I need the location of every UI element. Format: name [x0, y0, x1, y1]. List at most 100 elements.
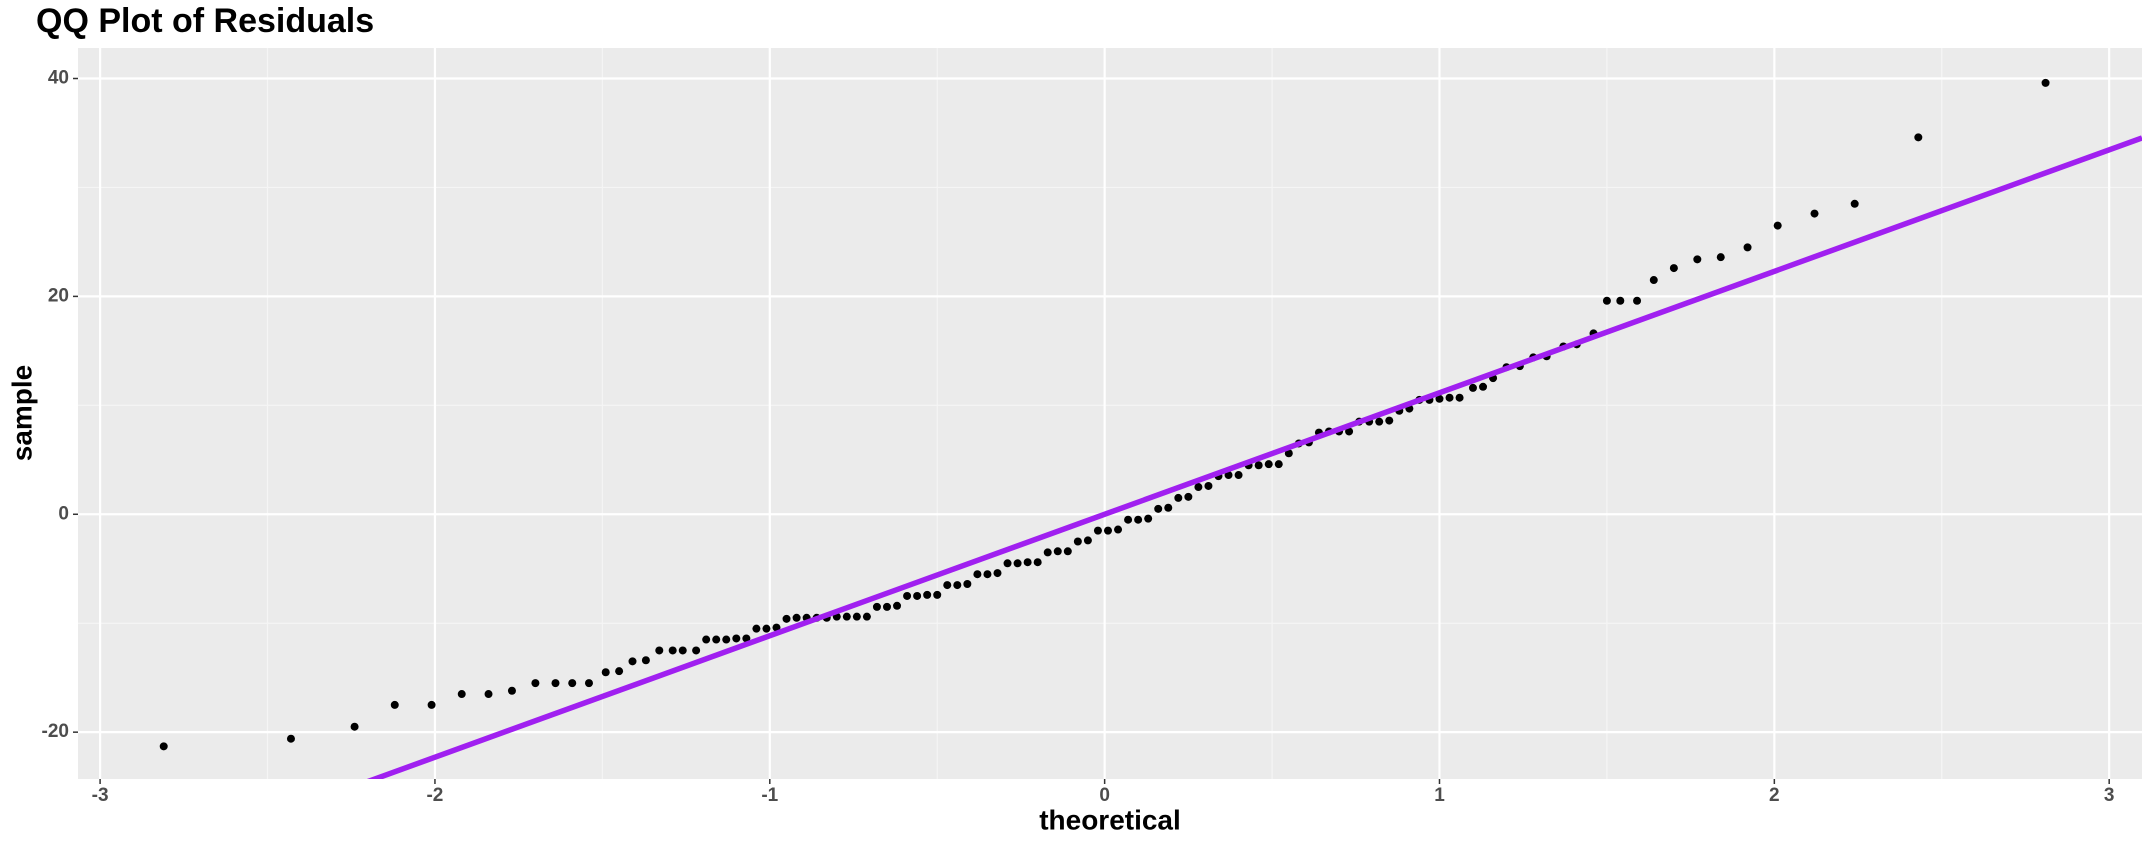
- point: [1649, 276, 1658, 285]
- point: [1103, 526, 1112, 535]
- point: [390, 700, 399, 709]
- point: [692, 646, 701, 655]
- point: [983, 570, 992, 579]
- point: [762, 624, 771, 633]
- point: [1602, 296, 1611, 305]
- point: [1063, 547, 1072, 556]
- point: [903, 591, 912, 600]
- point: [601, 668, 610, 677]
- y-tick-label: 0: [58, 503, 69, 524]
- point: [993, 569, 1002, 578]
- point: [1184, 492, 1193, 501]
- point: [1375, 417, 1384, 426]
- point: [507, 686, 516, 695]
- point: [1013, 559, 1022, 568]
- point: [641, 656, 650, 665]
- point: [350, 722, 359, 731]
- point: [923, 590, 932, 599]
- point: [615, 667, 624, 676]
- point: [1616, 296, 1625, 305]
- point: [655, 646, 664, 655]
- point: [1445, 393, 1454, 402]
- point: [852, 612, 861, 621]
- point: [427, 700, 436, 709]
- point: [973, 570, 982, 579]
- y-axis-title: sample: [6, 365, 37, 462]
- point: [702, 635, 711, 644]
- point: [1083, 536, 1092, 545]
- point: [1633, 296, 1642, 305]
- point: [1385, 416, 1394, 425]
- point: [584, 679, 593, 688]
- point: [1003, 559, 1012, 568]
- point: [933, 590, 942, 599]
- point: [551, 679, 560, 688]
- point: [1154, 504, 1163, 513]
- point: [1194, 483, 1203, 492]
- point: [1914, 133, 1923, 142]
- point: [782, 614, 791, 623]
- point: [862, 612, 871, 621]
- point: [1033, 558, 1042, 567]
- x-tick-label: -3: [92, 785, 109, 806]
- point: [1124, 515, 1133, 524]
- point: [628, 657, 637, 666]
- panel: [78, 48, 2142, 779]
- point: [772, 623, 781, 632]
- point: [1264, 460, 1273, 469]
- point: [1810, 209, 1819, 218]
- y-tick-label: -20: [42, 721, 69, 742]
- point: [752, 624, 761, 633]
- point: [1234, 471, 1243, 480]
- point: [568, 679, 577, 688]
- point: [1053, 547, 1062, 556]
- axes: -3 -2 -1 0 1 2 3 -20 0 20 40: [42, 68, 2115, 806]
- point: [484, 690, 493, 699]
- point: [1144, 514, 1153, 523]
- point: [882, 602, 891, 611]
- point: [531, 679, 540, 688]
- point: [792, 613, 801, 622]
- point: [742, 634, 751, 643]
- point: [1274, 460, 1283, 469]
- point: [943, 581, 952, 590]
- point: [722, 635, 731, 644]
- point: [1468, 383, 1477, 392]
- point: [893, 601, 902, 610]
- point: [1073, 537, 1082, 546]
- point: [1023, 558, 1032, 567]
- point: [1850, 199, 1859, 208]
- x-tick-label: 3: [2104, 785, 2115, 806]
- point: [712, 635, 721, 644]
- x-tick-label: 0: [1099, 785, 1110, 806]
- point: [1669, 264, 1678, 273]
- x-axis-title: theoretical: [1039, 804, 1181, 835]
- point: [1455, 393, 1464, 402]
- point: [1479, 382, 1488, 391]
- point: [1743, 243, 1752, 252]
- point: [1716, 253, 1725, 262]
- point: [732, 634, 741, 643]
- point: [1773, 221, 1782, 230]
- point: [1284, 449, 1293, 458]
- x-tick-label: 1: [1434, 785, 1445, 806]
- point: [953, 581, 962, 590]
- point: [1164, 503, 1173, 512]
- point: [668, 646, 677, 655]
- point: [1093, 526, 1102, 535]
- point: [457, 690, 466, 699]
- y-tick-label: 40: [48, 68, 69, 89]
- point: [1254, 461, 1263, 470]
- point: [2041, 78, 2050, 87]
- point: [963, 579, 972, 588]
- chart-title: QQ Plot of Residuals: [36, 2, 374, 40]
- x-tick-label: 2: [1769, 785, 1780, 806]
- point: [1114, 525, 1123, 534]
- x-tick-label: -1: [761, 785, 778, 806]
- plot-area: [159, 78, 2142, 779]
- point: [678, 646, 687, 655]
- point: [1204, 481, 1213, 490]
- y-tick-label: 20: [48, 285, 69, 306]
- x-tick-label: -2: [426, 785, 443, 806]
